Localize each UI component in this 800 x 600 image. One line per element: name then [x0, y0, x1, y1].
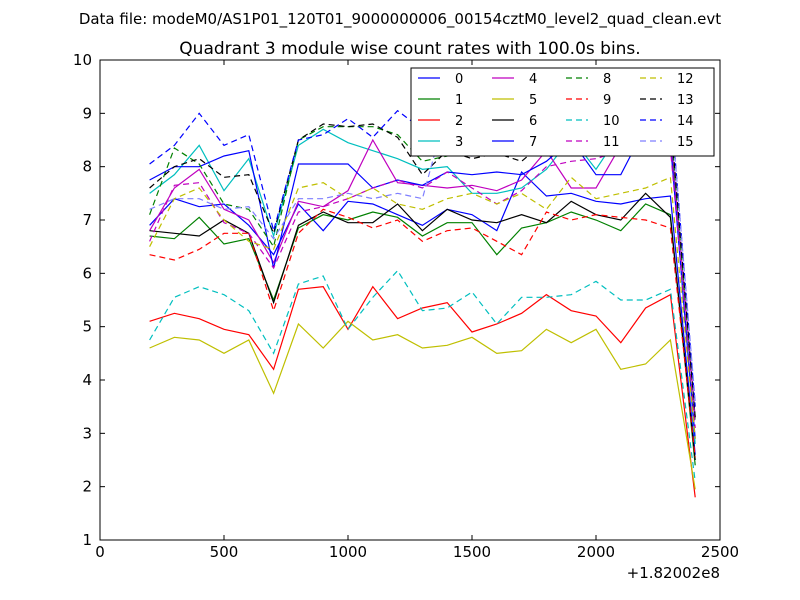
legend-box — [410, 67, 715, 157]
series-line-7 — [149, 125, 696, 439]
series-line-0 — [149, 170, 696, 455]
legend-label: 9 — [603, 93, 611, 108]
y-tick-label: 6 — [82, 264, 92, 282]
datafile-header: Data file: modeM0/AS1P01_120T01_90000000… — [79, 10, 721, 29]
legend-label: 4 — [529, 72, 537, 87]
legend-label: 7 — [529, 135, 537, 150]
series-line-12 — [149, 176, 696, 439]
legend-label: 6 — [529, 114, 537, 129]
legend-label: 3 — [455, 135, 463, 150]
series-line-6 — [149, 192, 696, 461]
x-tick-label: 500 — [210, 543, 239, 561]
legend-label: 2 — [455, 114, 463, 129]
series-line-10 — [149, 269, 696, 482]
y-tick-label: 4 — [82, 371, 92, 389]
y-tick-label: 2 — [82, 478, 92, 496]
legend-label: 1 — [455, 93, 463, 108]
y-tick-label: 8 — [82, 158, 92, 176]
legend-label: 0 — [455, 72, 463, 87]
x-tick-label: 1500 — [453, 543, 491, 561]
y-tick-label: 9 — [82, 104, 92, 122]
legend-label: 12 — [677, 72, 694, 87]
y-tick-label: 5 — [82, 318, 92, 336]
legend-label: 15 — [677, 135, 694, 150]
plot-frame — [99, 59, 721, 541]
y-tick-label: 3 — [82, 424, 92, 442]
y-tick-label: 7 — [82, 211, 92, 229]
x-tick-label: 2000 — [577, 543, 615, 561]
series-line-9 — [149, 208, 696, 458]
legend-label: 14 — [677, 114, 694, 129]
series-line-15 — [149, 80, 696, 402]
x-axis-offset-label: +1.82002e8 — [627, 564, 720, 582]
series-line-5 — [149, 320, 696, 490]
y-tick-label: 10 — [73, 51, 92, 69]
y-tick-label: 1 — [82, 531, 92, 549]
series-line-3 — [149, 126, 696, 445]
legend-label: 8 — [603, 72, 611, 87]
x-tick-label: 0 — [95, 543, 105, 561]
chart-title: Quadrant 3 module wise count rates with … — [179, 39, 640, 59]
legend-label: 13 — [677, 93, 694, 108]
series-line-1 — [149, 203, 696, 466]
x-tick-label: 1000 — [329, 543, 367, 561]
legend-label: 11 — [603, 135, 620, 150]
legend-label: 5 — [529, 93, 537, 108]
legend-label: 10 — [603, 114, 620, 129]
x-tick-label: 2500 — [701, 543, 739, 561]
series-line-2 — [149, 285, 696, 498]
